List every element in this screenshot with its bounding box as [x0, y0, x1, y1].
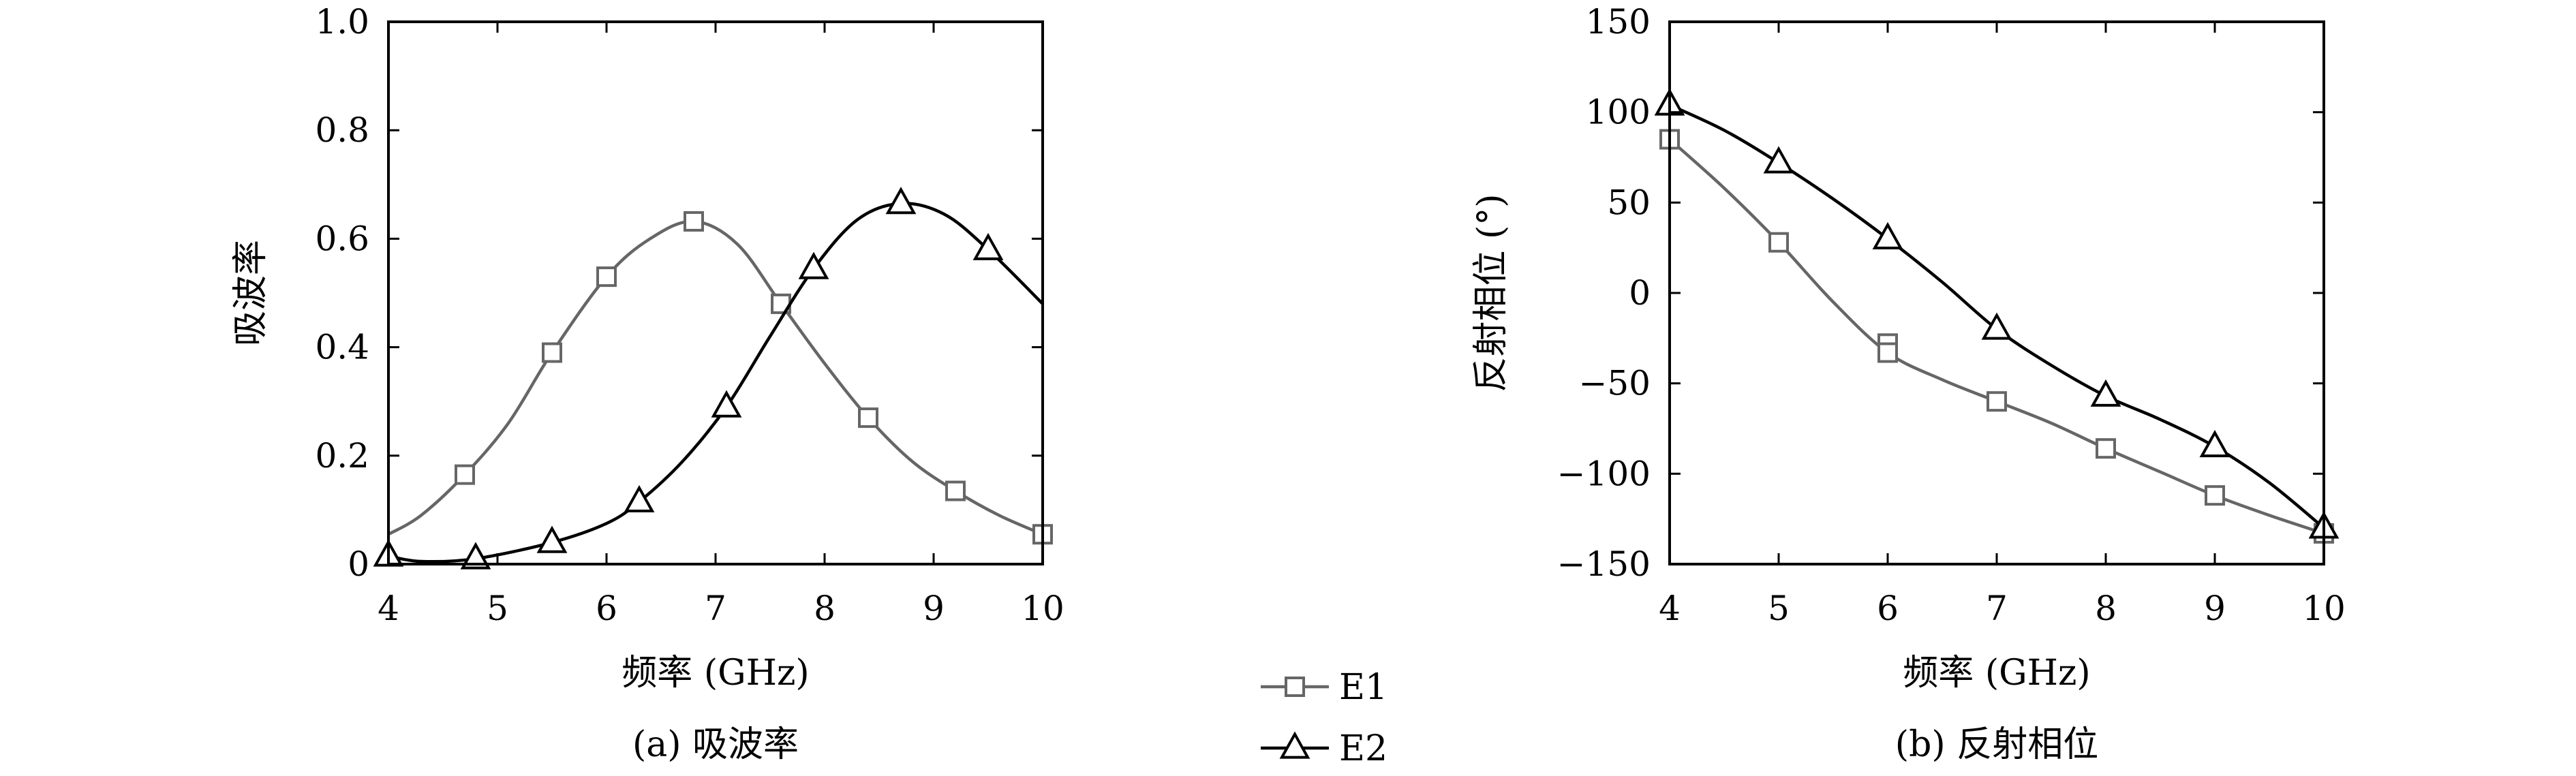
y-tick-label: −50 [1578, 364, 1651, 403]
legend-label: E1 [1339, 667, 1387, 708]
data-point-e1-6 [945, 480, 966, 501]
legend-label: E2 [1339, 728, 1387, 769]
chart-caption: (a) 吸波率 [632, 724, 799, 765]
x-tick-label: 5 [487, 589, 508, 628]
x-tick-label: 9 [2204, 589, 2226, 628]
x-tick-label: 4 [1659, 589, 1681, 628]
data-point-e1-1 [542, 342, 562, 363]
data-point-e2-3 [1981, 312, 2012, 340]
data-point-e2-5 [798, 251, 829, 279]
x-axis-label: 频率 (GHz) [1903, 653, 2090, 694]
legend-item-e2: E2 [1261, 728, 1387, 769]
legend-item-e1: E1 [1261, 667, 1387, 708]
legend-marker-e2 [1279, 731, 1310, 759]
x-tick-label: 6 [1877, 589, 1899, 628]
data-point-e2-6 [885, 187, 917, 215]
y-tick-label: 0 [1629, 273, 1651, 313]
data-point-e2-4 [2090, 379, 2121, 407]
x-tick-label: 8 [2095, 589, 2117, 628]
x-tick-label: 4 [378, 589, 399, 628]
x-tick-label: 10 [1021, 589, 1064, 628]
x-tick-label: 5 [1768, 589, 1790, 628]
data-point-e2-1 [460, 542, 491, 570]
series-line-e1 [388, 219, 1043, 536]
series-markers-e2 [373, 187, 1004, 570]
y-tick-label: 0.6 [315, 219, 369, 258]
series-markers-e1 [455, 211, 1053, 545]
data-point-e2-2 [1872, 221, 1903, 249]
y-tick-label: −150 [1557, 544, 1651, 584]
x-tick-label: 7 [1986, 589, 2008, 628]
y-tick-label: 100 [1586, 93, 1651, 132]
chart-reflection-phase: 4 5 6 7 8 9 10 −150 −100 −50 0 50 100 150 频率 (GHz) 反射相位… [1471, 2, 2346, 765]
x-tick-label: 9 [923, 589, 945, 628]
data-point-e1-6 [2205, 485, 2225, 506]
y-tick-label: 0.2 [315, 436, 369, 476]
data-point-e1-4 [1987, 391, 2007, 412]
y-tick-label: 50 [1607, 183, 1651, 222]
data-point-e1-0 [455, 464, 475, 485]
x-tick-label: 10 [2302, 589, 2346, 628]
data-point-e2-7 [972, 232, 1004, 260]
data-point-e2-1 [1763, 146, 1794, 174]
y-tick-label: 0.4 [315, 328, 369, 367]
x-tick-label: 7 [705, 589, 726, 628]
y-axis-label: 反射相位 (°) [1471, 193, 1512, 392]
legend-marker-e1 [1285, 677, 1305, 697]
data-point-e1-1 [1768, 232, 1789, 253]
plot-frame [1668, 20, 2325, 565]
y-tick-label: 0 [348, 544, 369, 584]
data-point-e2-4 [711, 390, 742, 418]
data-point-e1-3 [684, 211, 704, 232]
chart-absorption: 4 5 6 7 8 9 10 0 0.2 0.4 0.6 0.8 1.0 频率 (GHz) 吸波率 (a) 吸… [230, 2, 1064, 765]
x-tick-label: 8 [814, 589, 835, 628]
y-tick-label: 0.8 [315, 110, 369, 150]
x-tick-label: 6 [596, 589, 617, 628]
data-point-e2-5 [2199, 430, 2230, 458]
x-axis-label: 频率 (GHz) [622, 653, 809, 694]
data-point-e2-3 [624, 484, 655, 513]
data-point-e1-3 [1877, 342, 1898, 363]
y-tick-label: 150 [1586, 2, 1651, 42]
data-point-e1-2 [596, 266, 617, 288]
data-point-e2-2 [536, 525, 568, 553]
chart-caption: (b) 反射相位 [1895, 724, 2098, 765]
series-line-e2 [388, 202, 1043, 563]
data-point-e1-5 [2096, 438, 2116, 459]
y-axis-label: 吸波率 [230, 240, 271, 346]
y-tick-label: 1.0 [315, 2, 369, 42]
series-markers-e2 [1654, 88, 2340, 539]
y-tick-label: −100 [1557, 454, 1651, 493]
data-point-e1-5 [858, 407, 878, 429]
